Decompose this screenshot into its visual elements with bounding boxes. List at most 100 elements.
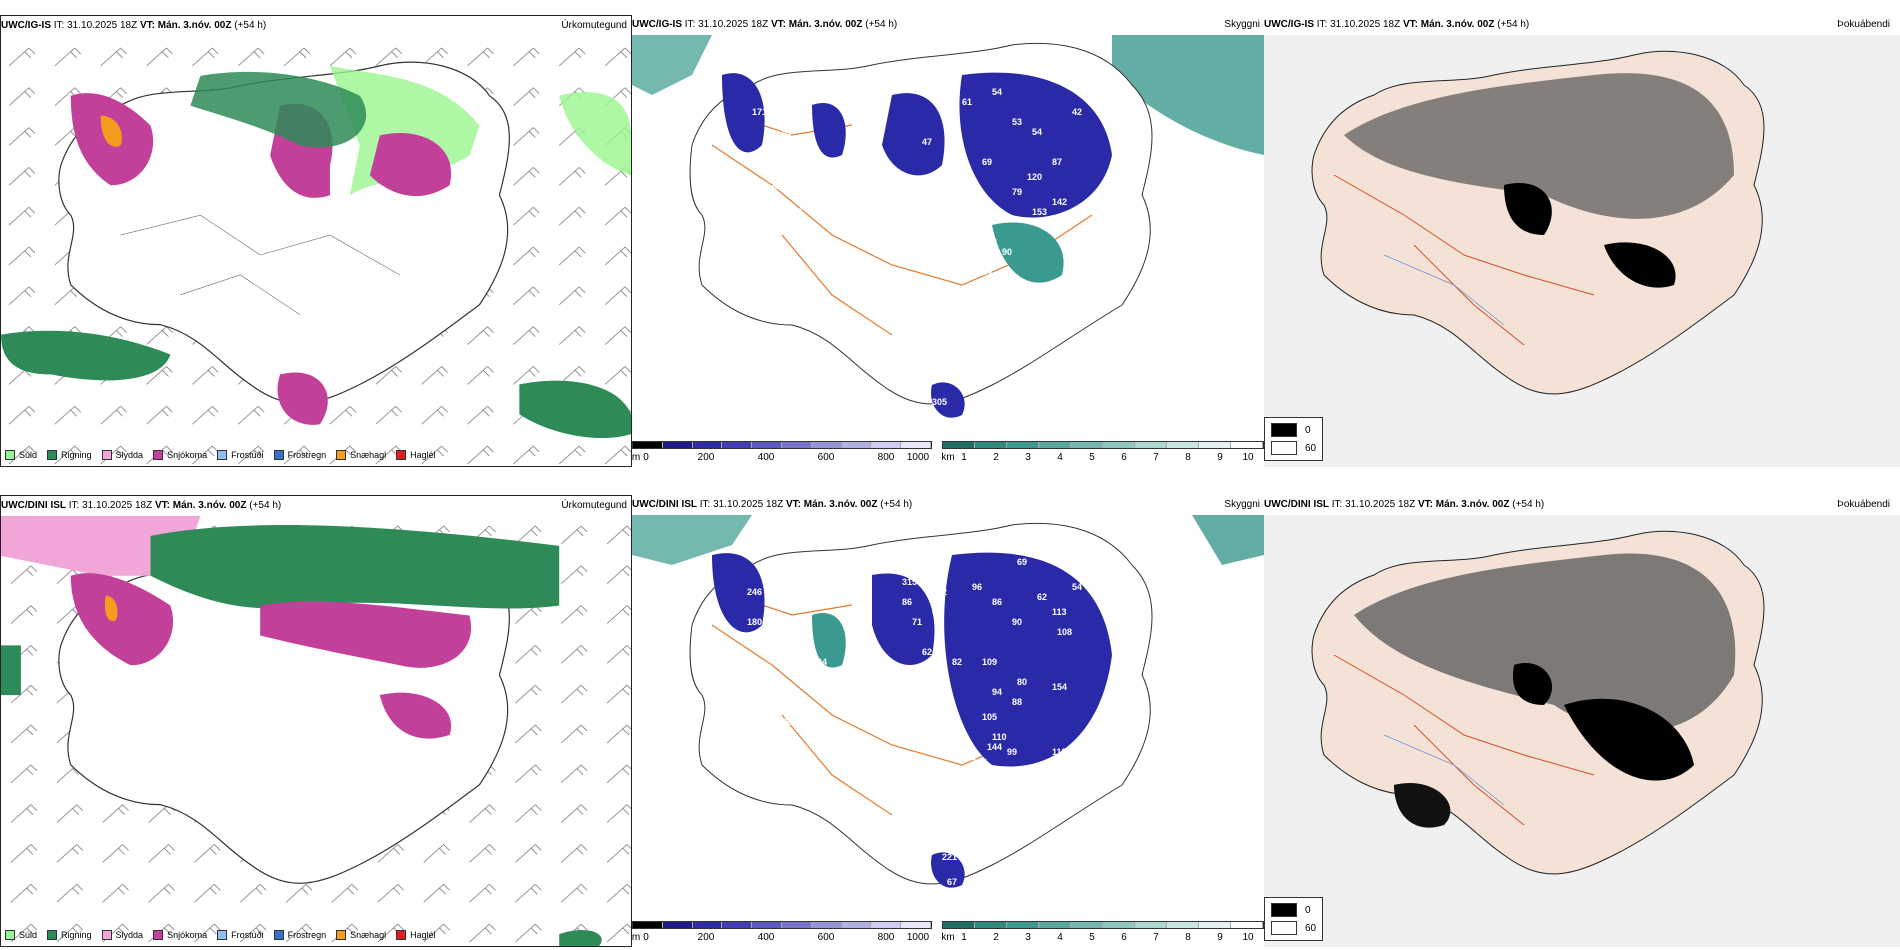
vis-tick: 9 <box>1217 452 1223 463</box>
product-title: Skyggni <box>1224 499 1260 510</box>
cloud-value-label: 82 <box>952 657 962 667</box>
precip-map[interactable] <box>1 516 631 946</box>
cloud-value-label: 94 <box>992 687 1002 697</box>
cloud-value-label: 154 <box>1052 682 1067 692</box>
product-title: Úrkomutegund <box>561 20 627 31</box>
cloud-value-label: 87 <box>862 277 872 287</box>
fog-panel-top: UWC/IG-IS IT: 31.10.2025 18Z VT: Mán. 3.… <box>1264 15 1900 467</box>
fog-panel-bottom: UWC/DINI ISL IT: 31.10.2025 18Z VT: Mán.… <box>1264 495 1900 947</box>
precip-panel-bottom: UWC/DINI ISL IT: 31.10.2025 18Z VT: Mán.… <box>0 495 632 947</box>
legend-label: Rigning <box>61 930 92 940</box>
cloud-value-label: 103 <box>1062 217 1077 227</box>
precip-map-graphic <box>1 516 631 946</box>
vis-tick: 8 <box>1185 452 1191 463</box>
cloud-colorbar: m 0 200 400 600 800 1000 km 1 2 3 4 5 6 … <box>632 441 1264 463</box>
fog-legend: 0 60 <box>1264 897 1324 941</box>
legend-item: Haglél <box>396 450 436 460</box>
cloud-value-label: 120 <box>1027 172 1042 182</box>
legend-swatch <box>273 930 284 940</box>
legend-label: Frostregn <box>287 450 327 460</box>
model-name: UWC/DINI ISL <box>1264 499 1329 510</box>
panel-header: UWC/DINI ISL IT: 31.10.2025 18Z VT: Mán.… <box>1 496 631 516</box>
cloud-value-label: 54 <box>1032 127 1042 137</box>
cloud-value-label: 53 <box>1012 117 1022 127</box>
cloud-value-label: 99 <box>782 127 792 137</box>
cloud-value-label: 62 <box>937 257 947 267</box>
vis-tick: 2 <box>993 932 999 943</box>
cloud-value-label: 83 <box>1052 557 1062 567</box>
cloud-value-label: 83 <box>927 732 937 742</box>
cloud-value-label: 110 <box>992 732 1007 742</box>
vis-tick: 5 <box>1089 932 1095 943</box>
cloud-value-label: 47 <box>922 137 932 147</box>
cloud-value-label: 96 <box>772 237 782 247</box>
legend-swatch <box>336 930 347 940</box>
legend-item: Rigning <box>47 930 92 940</box>
legend-label: Snjókoma <box>167 930 208 940</box>
lead-time: (+54 h) <box>249 500 282 511</box>
cloud-value-label: 86 <box>902 597 912 607</box>
panel-header: UWC/DINI ISL IT: 31.10.2025 18Z VT: Mán.… <box>1264 495 1900 515</box>
cloud-base-bar <box>632 921 932 929</box>
cloud-tick: 1000 <box>906 452 930 463</box>
cloud-value-label: 64 <box>982 267 992 277</box>
cloud-panel-top: UWC/IG-IS IT: 31.10.2025 18Z VT: Mán. 3.… <box>632 15 1264 467</box>
cloud-tick: 800 <box>877 452 895 463</box>
legend-swatch <box>101 930 112 940</box>
fog-legend-row: 60 <box>1271 439 1316 457</box>
vis-tick: 6 <box>1121 452 1127 463</box>
cloud-map[interactable]: 54 42 61 53 54 87 120 79 69 100 72 153 142 103 161 67 10… <box>632 35 1264 437</box>
legend-item: Frostregn <box>273 450 327 460</box>
lead-time: (+54 h) <box>880 499 913 510</box>
fog-map[interactable] <box>1264 515 1900 947</box>
cloud-value-label: 153 <box>1032 207 1047 217</box>
legend-item: Slydda <box>101 450 143 460</box>
precip-map[interactable] <box>1 36 631 466</box>
cloud-value-label: 52 <box>937 587 947 597</box>
legend-swatch <box>336 450 347 460</box>
vt-label: VT: <box>785 499 801 510</box>
legend-swatch <box>396 450 407 460</box>
fog-map-graphic <box>1264 35 1900 467</box>
cloud-value-label: 315 <box>902 577 917 587</box>
lead-time: (+54 h) <box>1512 499 1545 510</box>
vt-value: Mán. 3.nóv. 00Z <box>803 499 878 510</box>
lead-time: (+54 h) <box>234 20 267 31</box>
legend-swatch <box>153 930 164 940</box>
cloud-value-label: 171 <box>752 107 767 117</box>
vis-tick: 3 <box>1025 452 1031 463</box>
legend-swatch <box>47 930 58 940</box>
model-name: UWC/DINI ISL <box>1 500 66 511</box>
vt-label: VT: <box>1417 499 1433 510</box>
it-value: 31.10.2025 18Z <box>713 499 784 510</box>
legend-item: Rigning <box>47 450 92 460</box>
vt-value: Mán. 3.nóv. 00Z <box>1435 499 1510 510</box>
cloud-value-label: 67 <box>1102 217 1112 227</box>
it-value: 31.10.2025 18Z <box>698 19 769 30</box>
legend-swatch <box>101 450 112 460</box>
legend-item: Snæhagl <box>336 930 386 940</box>
cloud-tick: 400 <box>757 452 775 463</box>
cloud-value-label: 87 <box>957 742 967 752</box>
cloud-value-label: 63 <box>772 182 782 192</box>
legend-label: Snæhagl <box>350 450 387 460</box>
cloud-value-label: 105 <box>982 712 997 722</box>
cloud-value-label: 67 <box>812 227 822 237</box>
legend-label: Snjókoma <box>167 450 208 460</box>
panel-header: UWC/DINI ISL IT: 31.10.2025 18Z VT: Mán.… <box>632 495 1264 515</box>
cloud-value-label: 90 <box>1012 617 1022 627</box>
vis-tick: 1 <box>961 452 967 463</box>
cloud-value-label: 246 <box>747 587 762 597</box>
cloud-panel-bottom: UWC/DINI ISL IT: 31.10.2025 18Z VT: Mán.… <box>632 495 1264 947</box>
fog-map[interactable] <box>1264 35 1900 467</box>
cloud-value-label: 79 <box>832 677 842 687</box>
legend-label: Frostúði <box>231 930 264 940</box>
cloud-value-label: 90 <box>1002 247 1012 257</box>
model-name: UWC/DINI ISL <box>632 499 697 510</box>
lead-time: (+54 h) <box>1497 19 1530 30</box>
cloud-tick: 800 <box>877 932 895 943</box>
cloud-map[interactable]: 69 83 54 62 113 108 90 86 96 52 64 315 86 71 62 82 109 80… <box>632 515 1264 917</box>
precip-map-graphic <box>1 36 631 466</box>
cloud-value-label: 318 <box>857 702 872 712</box>
legend-label: Rigning <box>61 450 92 460</box>
